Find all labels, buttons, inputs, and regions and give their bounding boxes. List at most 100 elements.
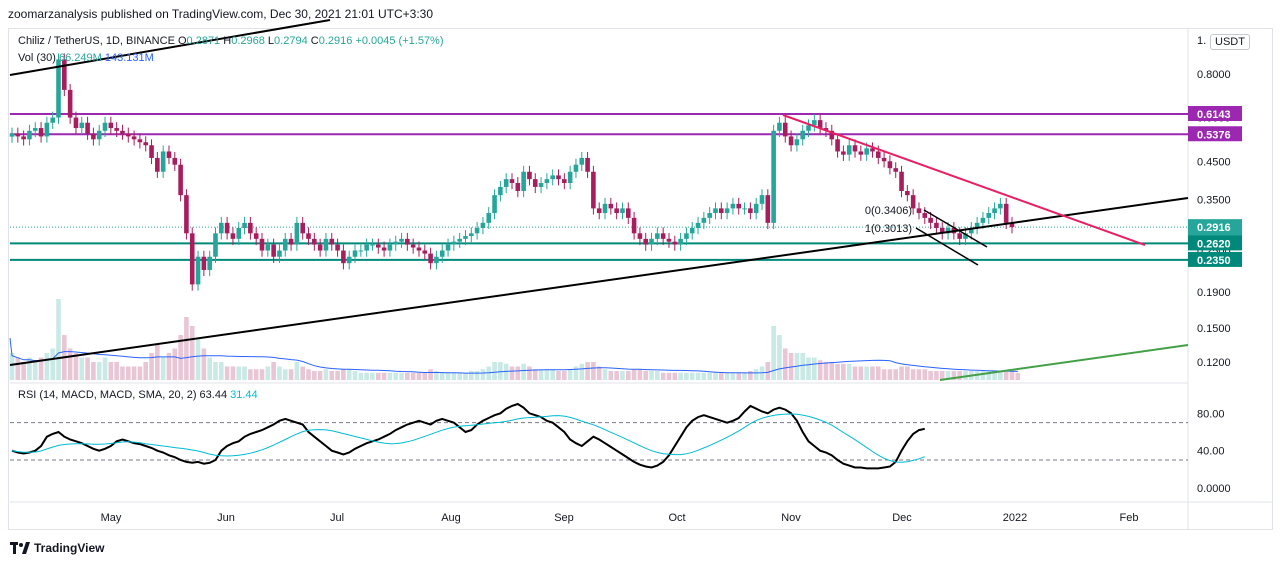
candle-body: [271, 244, 276, 257]
volume-bar: [120, 366, 125, 380]
volume-bar: [428, 369, 433, 380]
volume-bar: [463, 372, 468, 380]
price-tick-label: 0.4500: [1197, 156, 1231, 168]
volume-bar: [509, 366, 515, 380]
volume-bar: [777, 335, 782, 380]
volume-bar: [410, 372, 416, 380]
candle-body: [393, 241, 399, 245]
candle-body: [405, 238, 410, 245]
price-tag-label: 0.2916: [1197, 222, 1231, 234]
volume-bar: [230, 366, 236, 380]
time-tick-label: Nov: [781, 512, 801, 524]
volume-bar: [922, 369, 928, 380]
volume-bar: [131, 366, 137, 380]
volume-bar: [841, 363, 846, 380]
volume-bar: [27, 357, 32, 380]
volume-bar: [96, 362, 102, 380]
volume-bar: [189, 326, 195, 380]
volume-bar: [643, 371, 649, 380]
candle-body: [277, 250, 282, 257]
chart-frame[interactable]: [8, 28, 1273, 530]
candle-body: [73, 117, 79, 129]
candle-body: [317, 244, 323, 251]
price-tick-label: 0.8000: [1197, 69, 1231, 81]
candle-body: [32, 128, 38, 131]
fib-label: 0(0.3406): [865, 205, 912, 217]
volume-bar: [957, 371, 962, 380]
volume-bar: [114, 362, 119, 380]
volume-bar: [620, 371, 625, 380]
volume-bar: [79, 357, 85, 380]
volume-bar: [596, 366, 602, 380]
legend-vol-ma: 143.131M: [104, 52, 154, 64]
candle-body: [474, 227, 480, 234]
volume-bar: [445, 372, 451, 380]
tradingview-logo[interactable]: TradingView: [10, 541, 104, 555]
candle-body: [341, 250, 346, 264]
candle-body: [730, 203, 736, 209]
candle-body: [50, 117, 55, 123]
volume-bar: [864, 366, 869, 380]
candle-body: [678, 238, 683, 245]
volume-bar: [515, 366, 521, 380]
price-tick-label: 0.3500: [1197, 194, 1231, 206]
volume-bar: [236, 366, 242, 380]
volume-bar: [730, 372, 736, 380]
volume-bar: [666, 372, 672, 380]
candle-body: [852, 145, 858, 152]
tradingview-logo-text: TradingView: [34, 541, 105, 555]
volume-bar: [300, 366, 305, 380]
candle-body: [259, 238, 265, 251]
candle-body: [375, 244, 381, 248]
candle-body: [765, 195, 771, 223]
candle-body: [422, 250, 428, 254]
candle-body: [596, 208, 602, 214]
candle-body: [910, 195, 916, 209]
candle-body: [649, 238, 654, 245]
candle-body: [410, 244, 416, 248]
candle-body: [230, 233, 236, 239]
volume-ma-line: [9, 337, 1018, 374]
candle-body: [980, 217, 986, 223]
volume-bar: [678, 372, 683, 380]
candle-body: [102, 122, 108, 131]
rsi-tick-label: 0.0000: [1197, 483, 1231, 495]
candle-body: [143, 142, 149, 146]
volume-bar: [835, 363, 840, 380]
currency-button[interactable]: USDT: [1210, 34, 1250, 50]
candle-body: [155, 157, 160, 172]
candle-body: [684, 233, 689, 239]
price-tick-label: 1.: [1197, 35, 1206, 47]
volume-bar: [823, 362, 829, 380]
candle-body: [544, 179, 550, 184]
candle-body: [689, 227, 695, 234]
candle-body: [1009, 222, 1015, 228]
candle-body: [137, 139, 143, 143]
legend-main: Chiliz / TetherUS, 1D, BINANCE O0.2871 H…: [18, 35, 444, 47]
volume-bar: [945, 371, 951, 380]
candle-body: [85, 122, 90, 134]
price-tick-label: 0.1500: [1197, 323, 1231, 335]
candle-body: [800, 130, 805, 140]
volume-bar: [916, 369, 922, 380]
candle-body: [346, 256, 352, 264]
candle-body: [707, 213, 712, 218]
candle-body: [38, 128, 44, 137]
price-tick-label: 0.1900: [1197, 287, 1231, 299]
volume-bar: [50, 348, 55, 380]
volume-bar: [294, 362, 300, 380]
volume-bar: [346, 369, 352, 380]
candle-body: [875, 151, 881, 158]
candle-body: [974, 222, 980, 228]
volume-bar: [893, 369, 899, 380]
candle-body: [62, 59, 67, 90]
volume-bar: [910, 369, 916, 380]
price-tag: [1188, 126, 1242, 142]
candle-body: [498, 186, 503, 196]
candle-body: [463, 236, 468, 239]
volume-bar: [253, 369, 259, 380]
volume-bar: [649, 371, 654, 380]
volume-bar: [899, 366, 904, 380]
rsi-line: [11, 402, 926, 470]
